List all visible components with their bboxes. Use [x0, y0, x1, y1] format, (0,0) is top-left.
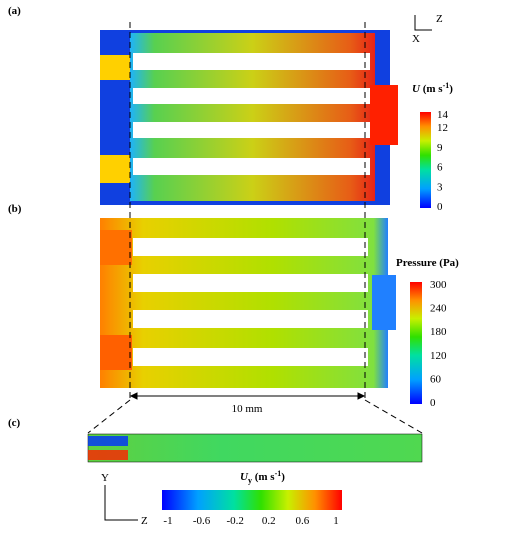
colorbar-title: Pressure (Pa)	[396, 257, 459, 269]
pressure-contour	[100, 218, 396, 388]
axes-icon	[414, 15, 432, 31]
panel-label: (b)	[8, 203, 22, 215]
colorbar	[410, 282, 422, 404]
colorbar-tick-label: 9	[437, 142, 443, 154]
colorbar-tick-label: 0.6	[296, 515, 310, 527]
colorbar-title: U (m s-1)	[412, 81, 453, 95]
colorbar-tick-label: -1	[163, 515, 172, 527]
colorbar-tick-label: 12	[437, 122, 448, 134]
dashed-guides	[87, 22, 423, 434]
colorbar	[420, 112, 431, 208]
colorbar-tick-label: 180	[430, 326, 447, 338]
axes-icon	[104, 485, 138, 521]
colorbar-tick-label: -0.2	[226, 515, 243, 527]
axis-label: Z	[141, 515, 148, 527]
colorbar-tick-label: 3	[437, 181, 443, 193]
dimension-label: 10 mm	[232, 403, 263, 415]
colorbar-tick-label: 300	[430, 279, 447, 291]
colorbar-tick-label: 1	[333, 515, 339, 527]
panel-label: (a)	[8, 5, 21, 17]
colorbar-tick-label: 6	[437, 162, 443, 174]
panel-label: (c)	[8, 417, 21, 429]
velocity-contour	[100, 30, 398, 205]
colorbar-tick-label: 60	[430, 373, 442, 385]
uy-contour	[87, 433, 423, 463]
colorbar-tick-label: 240	[430, 303, 447, 315]
colorbar-tick-label: 0	[430, 397, 436, 409]
colorbar-tick-label: 14	[437, 109, 449, 121]
colorbar-tick-label: -0.6	[193, 515, 211, 527]
axis-label: Y	[101, 472, 109, 484]
colorbar-title: Uy (m s-1)	[240, 469, 285, 485]
colorbar-tick-label: 0.2	[262, 515, 276, 527]
axis-label: X	[412, 33, 420, 45]
colorbar	[162, 490, 342, 510]
colorbar-tick-label: 120	[430, 350, 447, 362]
axis-label: Z	[436, 13, 443, 25]
dimension-arrow	[129, 392, 366, 400]
colorbar-tick-label: 0	[437, 201, 443, 213]
